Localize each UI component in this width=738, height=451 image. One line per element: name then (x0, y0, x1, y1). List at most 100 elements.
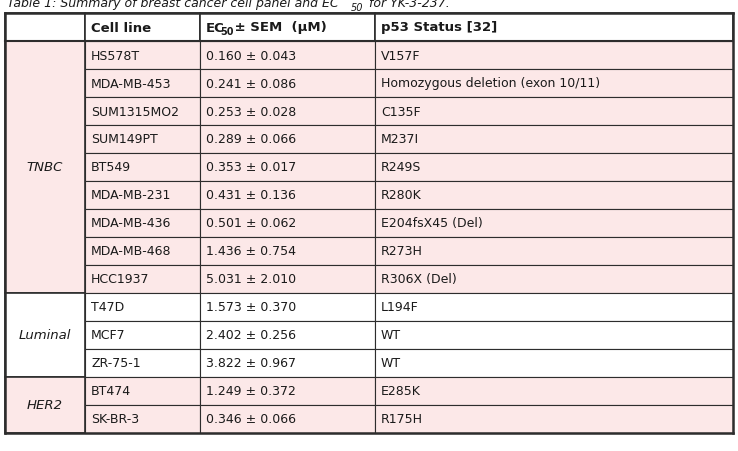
Text: Table 1: Summary of breast cancer cell panel and EC: Table 1: Summary of breast cancer cell p… (7, 0, 339, 10)
Text: 0.253 ± 0.028: 0.253 ± 0.028 (206, 105, 296, 118)
Bar (375, 265, 733, 293)
Bar (85, 321, 200, 349)
Bar (5, 14, 85, 42)
Text: R249S: R249S (381, 161, 421, 174)
Text: ± SEM  (μM): ± SEM (μM) (230, 22, 327, 34)
Bar (85, 182, 200, 210)
Bar (375, 238, 733, 265)
Text: p53 Status [32]: p53 Status [32] (381, 22, 497, 34)
Bar (5, 293, 85, 377)
Text: R306X (Del): R306X (Del) (381, 273, 457, 286)
Text: MCF7: MCF7 (91, 329, 125, 342)
Bar (85, 98, 200, 126)
Text: EC: EC (206, 22, 225, 34)
Bar (85, 377, 200, 405)
Text: V157F: V157F (381, 50, 421, 62)
Bar (200, 126, 375, 154)
Bar (5, 377, 85, 433)
Bar (200, 14, 375, 42)
Bar (375, 42, 733, 70)
Bar (85, 265, 200, 293)
Text: ZR-75-1: ZR-75-1 (91, 357, 141, 370)
Text: 50: 50 (220, 27, 233, 37)
Bar (375, 210, 733, 238)
Bar (200, 405, 375, 433)
Text: BT549: BT549 (91, 161, 131, 174)
Text: 0.431 ± 0.136: 0.431 ± 0.136 (206, 189, 296, 202)
Text: TNBC: TNBC (27, 161, 63, 174)
Text: 0.289 ± 0.066: 0.289 ± 0.066 (206, 133, 296, 146)
Text: 0.160 ± 0.043: 0.160 ± 0.043 (206, 50, 296, 62)
Text: SK-BR-3: SK-BR-3 (91, 413, 139, 426)
Text: BT474: BT474 (91, 385, 131, 398)
Text: 5.031 ± 2.010: 5.031 ± 2.010 (206, 273, 296, 286)
Bar (375, 405, 733, 433)
Text: 0.353 ± 0.017: 0.353 ± 0.017 (206, 161, 296, 174)
Bar (200, 293, 375, 321)
Bar (85, 126, 200, 154)
Text: WT: WT (381, 357, 401, 370)
Bar (85, 238, 200, 265)
Text: 0.241 ± 0.086: 0.241 ± 0.086 (206, 77, 296, 90)
Bar (85, 42, 200, 70)
Bar (375, 126, 733, 154)
Bar (200, 182, 375, 210)
Bar (375, 182, 733, 210)
Text: 2.402 ± 0.256: 2.402 ± 0.256 (206, 329, 296, 342)
Text: 3.822 ± 0.967: 3.822 ± 0.967 (206, 357, 296, 370)
Text: SUM149PT: SUM149PT (91, 133, 158, 146)
Text: HER2: HER2 (27, 399, 63, 412)
Text: R175H: R175H (381, 413, 423, 426)
Text: 1.573 ± 0.370: 1.573 ± 0.370 (206, 301, 296, 314)
Text: Luminal: Luminal (18, 329, 71, 342)
Text: MDA-MB-453: MDA-MB-453 (91, 77, 171, 90)
Text: Cell line: Cell line (91, 22, 151, 34)
Text: C135F: C135F (381, 105, 421, 118)
Text: R273H: R273H (381, 245, 423, 258)
Bar (85, 210, 200, 238)
Bar (200, 210, 375, 238)
Bar (375, 70, 733, 98)
Text: 0.346 ± 0.066: 0.346 ± 0.066 (206, 413, 296, 426)
Bar (85, 349, 200, 377)
Text: Homozygous deletion (exon 10/11): Homozygous deletion (exon 10/11) (381, 77, 600, 90)
Bar (200, 349, 375, 377)
Bar (85, 405, 200, 433)
Bar (375, 377, 733, 405)
Bar (5, 42, 85, 293)
Bar (375, 293, 733, 321)
Text: T47D: T47D (91, 301, 124, 314)
Bar (200, 377, 375, 405)
Text: 1.436 ± 0.754: 1.436 ± 0.754 (206, 245, 296, 258)
Bar (375, 349, 733, 377)
Bar (200, 42, 375, 70)
Text: MDA-MB-468: MDA-MB-468 (91, 245, 171, 258)
Bar (200, 238, 375, 265)
Bar (375, 14, 733, 42)
Text: for YK-3-237.: for YK-3-237. (365, 0, 449, 10)
Text: 0.501 ± 0.062: 0.501 ± 0.062 (206, 217, 296, 230)
Bar (200, 70, 375, 98)
Bar (85, 293, 200, 321)
Text: SUM1315MO2: SUM1315MO2 (91, 105, 179, 118)
Bar (200, 265, 375, 293)
Text: 50: 50 (351, 3, 364, 13)
Bar (200, 321, 375, 349)
Bar (85, 70, 200, 98)
Bar (375, 154, 733, 182)
Bar (200, 98, 375, 126)
Text: HS578T: HS578T (91, 50, 140, 62)
Text: MDA-MB-436: MDA-MB-436 (91, 217, 171, 230)
Text: L194F: L194F (381, 301, 418, 314)
Bar (85, 154, 200, 182)
Text: M237I: M237I (381, 133, 419, 146)
Bar (85, 14, 200, 42)
Text: HCC1937: HCC1937 (91, 273, 150, 286)
Text: 1.249 ± 0.372: 1.249 ± 0.372 (206, 385, 296, 398)
Text: R280K: R280K (381, 189, 421, 202)
Text: E204fsX45 (Del): E204fsX45 (Del) (381, 217, 483, 230)
Text: WT: WT (381, 329, 401, 342)
Bar (375, 98, 733, 126)
Bar (200, 154, 375, 182)
Text: MDA-MB-231: MDA-MB-231 (91, 189, 171, 202)
